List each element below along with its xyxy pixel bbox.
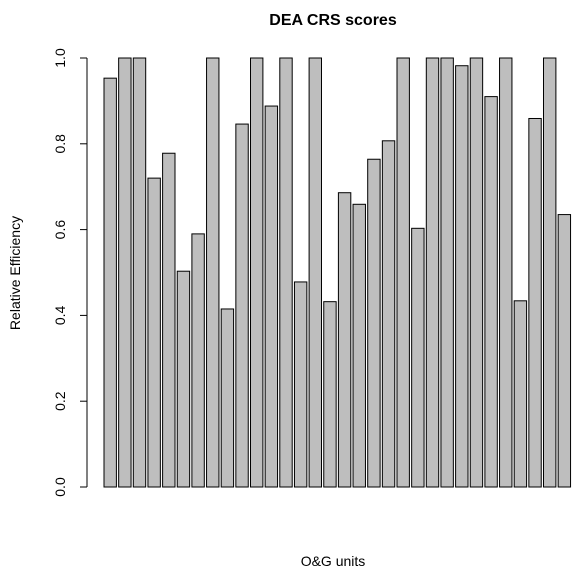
bar-13	[279, 57, 293, 488]
bar-2	[118, 57, 132, 488]
bar-20	[381, 140, 396, 488]
bar-8	[206, 57, 220, 488]
bar-32	[557, 214, 572, 488]
bar-28	[499, 57, 513, 488]
bar-16	[323, 301, 337, 488]
bar-18	[352, 203, 366, 488]
bar-21	[396, 57, 410, 488]
bar-24	[440, 57, 454, 488]
x-axis-label: O&G units	[301, 553, 366, 569]
bar-3	[132, 57, 147, 488]
y-tick-label: 1.0	[52, 48, 68, 68]
bar-9	[220, 308, 235, 488]
bars-group	[103, 57, 572, 488]
y-tick-label: 0.0	[52, 477, 68, 497]
bar-1	[103, 77, 117, 488]
y-tick-label: 0.4	[52, 305, 68, 325]
bar-15	[308, 57, 323, 488]
bar-7	[191, 233, 205, 488]
bar-23	[425, 57, 440, 488]
bar-30	[528, 117, 542, 488]
y-axis-label: Relative Efficiency	[7, 216, 23, 330]
bar-25	[455, 65, 469, 488]
bar-26	[469, 57, 484, 488]
bar-31	[543, 57, 557, 488]
bar-6	[176, 270, 191, 488]
y-axis: 0.0 0.2 0.4 0.6 0.8 1.0	[52, 48, 88, 497]
bar-29	[513, 300, 528, 488]
bar-4	[147, 177, 161, 488]
bar-11	[250, 57, 264, 488]
bar-5	[162, 152, 176, 488]
bar-14	[293, 281, 308, 488]
bar-27	[484, 96, 498, 488]
y-tick-label: 0.2	[52, 391, 68, 411]
bar-10	[235, 123, 249, 488]
bar-17	[337, 192, 352, 488]
y-tick-label: 0.6	[52, 220, 68, 240]
bar-22	[411, 227, 425, 488]
bar-19	[367, 158, 381, 488]
y-tick-label: 0.8	[52, 134, 68, 154]
bar-12	[264, 105, 279, 488]
chart-title: DEA CRS scores	[269, 12, 397, 29]
